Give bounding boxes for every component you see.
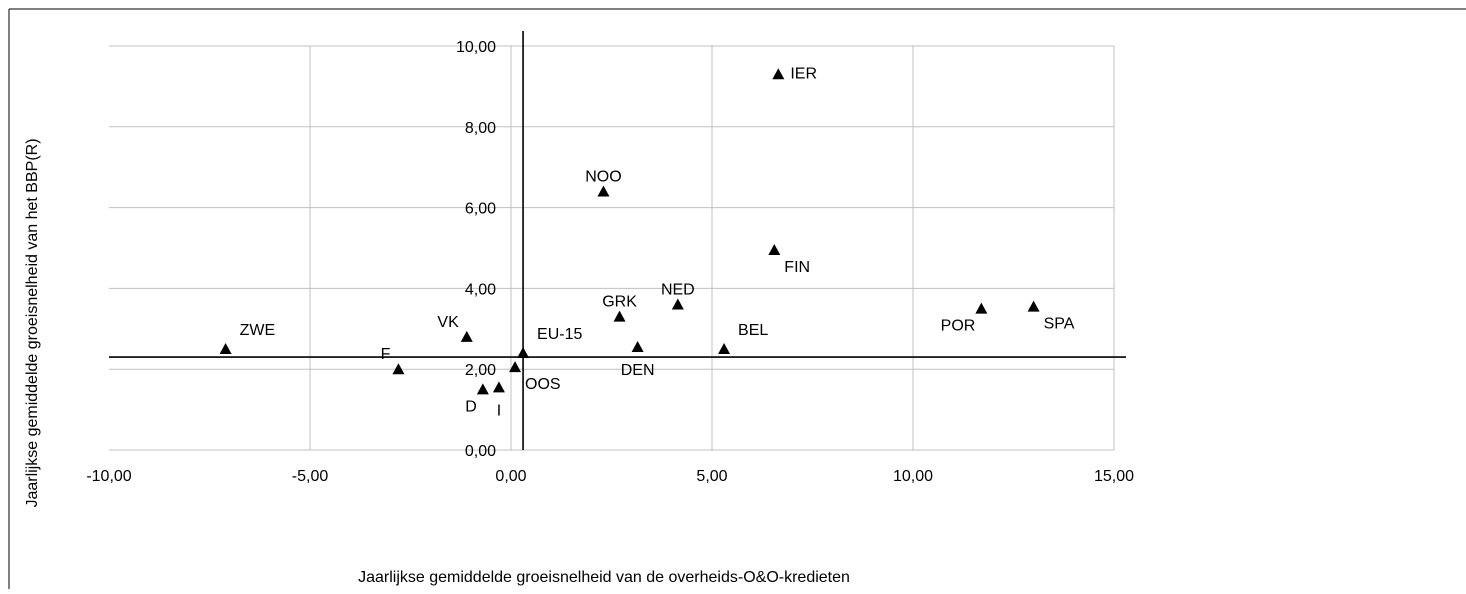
grid-layer bbox=[109, 45, 1115, 451]
point-label-zwe: ZWE bbox=[240, 322, 276, 339]
data-point-fin bbox=[768, 244, 781, 256]
point-label-eu-15: EU-15 bbox=[537, 326, 582, 343]
data-point-vk bbox=[460, 330, 473, 342]
data-point-bel bbox=[718, 343, 731, 354]
point-label-f: F bbox=[381, 346, 391, 363]
x-tick-label: 5,00 bbox=[696, 468, 727, 485]
point-label-ned: NED bbox=[661, 282, 695, 299]
point-label-noo: NOO bbox=[585, 168, 621, 185]
data-point-spa bbox=[1027, 300, 1040, 312]
reference-lines bbox=[109, 31, 1126, 450]
data-point-zwe bbox=[219, 343, 232, 354]
x-axis-label: Jaarlijkse gemiddelde groeisnelheid van … bbox=[358, 569, 850, 586]
point-label-bel: BEL bbox=[738, 322, 768, 339]
point-label-por: POR bbox=[941, 318, 976, 335]
y-axis-label: Jaarlijkse gemiddelde groeisnelheid van … bbox=[24, 138, 41, 507]
data-point-f bbox=[392, 363, 405, 375]
x-tick-label: -10,00 bbox=[86, 468, 131, 485]
data-point-noo bbox=[597, 185, 610, 197]
data-point-grk bbox=[613, 310, 626, 322]
point-label-vk: VK bbox=[437, 314, 459, 331]
y-tick-label: 2,00 bbox=[465, 362, 496, 379]
y-tick-label: 10,00 bbox=[456, 39, 496, 56]
x-tick-label: 15,00 bbox=[1094, 468, 1134, 485]
y-tick-label: 8,00 bbox=[465, 120, 496, 137]
y-tick-label: 4,00 bbox=[465, 281, 496, 298]
point-label-d: D bbox=[465, 398, 477, 415]
point-label-fin: FIN bbox=[784, 259, 810, 276]
point-label-spa: SPA bbox=[1044, 316, 1075, 333]
point-label-den: DEN bbox=[621, 362, 655, 379]
data-point-d bbox=[476, 383, 489, 395]
point-label-oos: OOS bbox=[525, 376, 561, 393]
y-tick-label: 0,00 bbox=[465, 443, 496, 460]
tick-labels: -10,00 -5,00 0,00 5,00 10,00 15,00 0,00 2,00 4,0… bbox=[86, 39, 1134, 485]
x-tick-label: 0,00 bbox=[495, 468, 526, 485]
x-tick-label: 10,00 bbox=[893, 468, 933, 485]
data-point-eu-15 bbox=[517, 347, 530, 359]
y-tick-label: 6,00 bbox=[465, 201, 496, 218]
data-point-por bbox=[975, 302, 988, 314]
data-point-ier bbox=[772, 68, 785, 80]
data-points: ZWE F VK D I OOS EU-15 NOO GRK DEN NED BEL FIN IER POR… bbox=[219, 65, 1075, 419]
point-label-i: I bbox=[497, 402, 501, 419]
x-tick-label: -5,00 bbox=[292, 468, 329, 485]
data-point-ned bbox=[671, 298, 684, 310]
point-label-ier: IER bbox=[790, 65, 817, 82]
data-point-i bbox=[492, 381, 505, 393]
data-point-oos bbox=[509, 361, 522, 373]
point-label-grk: GRK bbox=[602, 294, 637, 311]
data-point-den bbox=[631, 340, 644, 352]
